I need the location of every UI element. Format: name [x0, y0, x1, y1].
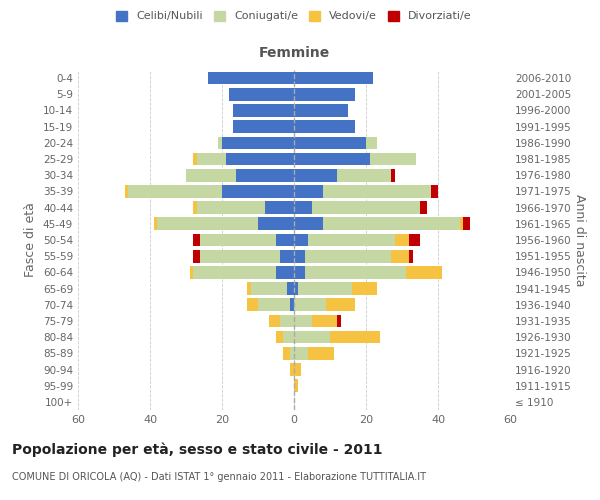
Bar: [269, 314, 280, 328]
Bar: [312, 202, 420, 214]
Bar: [283, 347, 290, 360]
Text: Popolazione per età, sesso e stato civile - 2011: Popolazione per età, sesso e stato civil…: [12, 442, 383, 457]
Bar: [294, 88, 355, 101]
Bar: [294, 72, 373, 85]
Bar: [294, 314, 312, 328]
Bar: [233, 104, 294, 117]
Bar: [294, 266, 305, 278]
Bar: [193, 234, 200, 246]
Bar: [406, 266, 442, 278]
Bar: [197, 202, 265, 214]
Bar: [193, 266, 276, 278]
Bar: [460, 218, 463, 230]
Bar: [222, 185, 294, 198]
Bar: [298, 282, 352, 295]
Bar: [258, 218, 294, 230]
Bar: [294, 218, 323, 230]
Bar: [409, 234, 420, 246]
Bar: [247, 282, 251, 295]
Bar: [391, 250, 409, 262]
Bar: [294, 380, 298, 392]
Bar: [233, 120, 294, 133]
Bar: [463, 218, 470, 230]
Bar: [226, 152, 294, 166]
Bar: [125, 185, 128, 198]
Bar: [409, 250, 413, 262]
Bar: [287, 282, 294, 295]
Bar: [247, 298, 258, 311]
Bar: [290, 363, 294, 376]
Bar: [290, 298, 294, 311]
Bar: [294, 152, 370, 166]
Bar: [330, 331, 380, 344]
Bar: [200, 234, 276, 246]
Bar: [276, 266, 294, 278]
Bar: [193, 202, 197, 214]
Bar: [280, 314, 294, 328]
Bar: [352, 282, 377, 295]
Y-axis label: Anni di nascita: Anni di nascita: [572, 194, 586, 286]
Bar: [337, 169, 391, 181]
Bar: [391, 169, 395, 181]
Bar: [305, 250, 391, 262]
Bar: [236, 169, 294, 181]
Bar: [370, 152, 416, 166]
Bar: [431, 185, 438, 198]
Bar: [308, 347, 334, 360]
Bar: [258, 298, 290, 311]
Legend: Celibi/Nubili, Coniugati/e, Vedovi/e, Divorziati/e: Celibi/Nubili, Coniugati/e, Vedovi/e, Di…: [116, 10, 472, 22]
Bar: [294, 282, 298, 295]
Bar: [290, 347, 294, 360]
Bar: [128, 185, 222, 198]
Bar: [323, 185, 431, 198]
Bar: [251, 282, 287, 295]
Bar: [229, 88, 294, 101]
Bar: [294, 120, 355, 133]
Bar: [366, 136, 377, 149]
Bar: [395, 234, 409, 246]
Bar: [276, 234, 294, 246]
Bar: [294, 234, 308, 246]
Bar: [222, 136, 294, 149]
Bar: [157, 218, 258, 230]
Bar: [294, 347, 308, 360]
Bar: [294, 202, 312, 214]
Bar: [294, 104, 348, 117]
Bar: [208, 72, 294, 85]
Bar: [294, 331, 330, 344]
Bar: [186, 169, 236, 181]
Bar: [193, 250, 200, 262]
Bar: [326, 298, 355, 311]
Bar: [283, 331, 294, 344]
Bar: [190, 266, 193, 278]
Bar: [154, 218, 157, 230]
Bar: [294, 363, 301, 376]
Bar: [308, 234, 395, 246]
Bar: [197, 152, 226, 166]
Bar: [312, 314, 337, 328]
Bar: [294, 298, 326, 311]
Bar: [305, 266, 406, 278]
Text: COMUNE DI ORICOLA (AQ) - Dati ISTAT 1° gennaio 2011 - Elaborazione TUTTITALIA.IT: COMUNE DI ORICOLA (AQ) - Dati ISTAT 1° g…: [12, 472, 426, 482]
Bar: [294, 169, 337, 181]
Bar: [337, 314, 341, 328]
Bar: [276, 331, 283, 344]
Bar: [294, 136, 366, 149]
Bar: [323, 218, 460, 230]
Bar: [294, 185, 323, 198]
Bar: [280, 250, 294, 262]
Y-axis label: Fasce di età: Fasce di età: [25, 202, 37, 278]
Text: Femmine: Femmine: [259, 46, 329, 60]
Bar: [294, 250, 305, 262]
Bar: [420, 202, 427, 214]
Bar: [218, 136, 222, 149]
Bar: [200, 250, 280, 262]
Bar: [265, 202, 294, 214]
Bar: [193, 152, 197, 166]
